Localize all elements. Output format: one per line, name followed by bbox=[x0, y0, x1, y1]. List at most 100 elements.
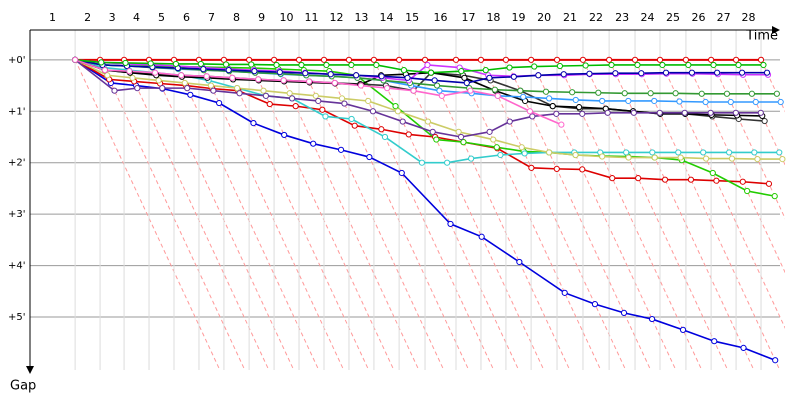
series-point bbox=[625, 154, 632, 161]
series-point bbox=[656, 109, 663, 116]
lap-label: 23 bbox=[615, 11, 629, 24]
series-point bbox=[765, 180, 773, 187]
series-point bbox=[229, 74, 236, 81]
series-point bbox=[126, 68, 133, 75]
series-point bbox=[679, 326, 687, 333]
series-point bbox=[234, 85, 241, 92]
series-point bbox=[688, 69, 696, 76]
series-point bbox=[365, 97, 372, 105]
lap-label: 4 bbox=[133, 11, 140, 24]
lap-label: 1 bbox=[49, 11, 56, 24]
series-point bbox=[623, 149, 630, 156]
series-point bbox=[129, 74, 136, 81]
series-point bbox=[151, 69, 159, 76]
series-point bbox=[452, 56, 460, 63]
series-point bbox=[506, 64, 513, 71]
lap-label: 21 bbox=[563, 11, 577, 24]
lap-label: 22 bbox=[589, 11, 603, 24]
series-point bbox=[635, 175, 642, 182]
series-point bbox=[225, 67, 232, 74]
series-point bbox=[337, 146, 345, 153]
series-point bbox=[672, 90, 679, 97]
series-point bbox=[384, 85, 391, 92]
series-point bbox=[740, 344, 747, 351]
lap-label: 7 bbox=[208, 11, 215, 24]
lap-diagonal bbox=[424, 59, 571, 371]
series-point bbox=[460, 139, 467, 146]
series-point bbox=[546, 149, 553, 156]
series-point bbox=[751, 149, 758, 156]
series-point bbox=[255, 76, 262, 83]
lap-label: 6 bbox=[183, 11, 190, 24]
series-point bbox=[486, 128, 493, 135]
series-point bbox=[410, 87, 417, 94]
series-point bbox=[429, 128, 436, 135]
series-point bbox=[424, 61, 431, 69]
series-point bbox=[159, 85, 166, 92]
series-point bbox=[727, 98, 734, 106]
series-line bbox=[74, 59, 770, 185]
series-point bbox=[609, 175, 616, 182]
lap-label: 24 bbox=[641, 11, 655, 24]
series-point bbox=[260, 87, 267, 94]
series-point bbox=[528, 164, 535, 171]
y-tick-label: +2' bbox=[8, 158, 26, 169]
series-point bbox=[348, 115, 355, 123]
series-point bbox=[676, 98, 683, 105]
series-point bbox=[478, 233, 485, 240]
series-point bbox=[101, 67, 108, 74]
series-point bbox=[315, 97, 322, 105]
series-point bbox=[735, 61, 742, 69]
lap-label: 13 bbox=[354, 11, 368, 24]
series-point bbox=[553, 165, 560, 172]
series-point bbox=[207, 82, 215, 89]
y-axis-label: Gap bbox=[10, 379, 36, 394]
series-point bbox=[405, 131, 412, 138]
series-point bbox=[369, 108, 377, 115]
lap-diagonal bbox=[248, 59, 395, 371]
series-point bbox=[728, 155, 736, 162]
series-point bbox=[651, 154, 658, 161]
series-point bbox=[738, 69, 746, 76]
series-point bbox=[529, 113, 536, 120]
series-point bbox=[421, 56, 429, 63]
series-point bbox=[595, 89, 602, 96]
y-tick-label: +1' bbox=[8, 106, 26, 117]
series-point bbox=[761, 117, 768, 125]
series-point bbox=[351, 122, 358, 129]
series-point bbox=[528, 56, 535, 63]
series-point bbox=[98, 59, 105, 66]
series-point bbox=[579, 56, 587, 63]
series-point bbox=[549, 103, 556, 110]
series-point bbox=[560, 71, 567, 78]
series-point bbox=[599, 97, 606, 105]
series-point bbox=[531, 63, 538, 70]
series-point bbox=[497, 151, 504, 159]
series-point bbox=[772, 357, 779, 364]
series-point bbox=[463, 79, 470, 87]
series-point bbox=[604, 109, 611, 116]
series-point bbox=[516, 258, 523, 266]
lap-diagonal bbox=[455, 59, 602, 371]
series-layer bbox=[72, 56, 786, 364]
series-point bbox=[662, 69, 670, 76]
series-point bbox=[579, 110, 586, 117]
series-point bbox=[418, 159, 426, 166]
series-point bbox=[732, 109, 739, 116]
series-point bbox=[477, 56, 485, 63]
series-point bbox=[181, 79, 188, 87]
series-point bbox=[468, 155, 475, 162]
series-point bbox=[319, 106, 326, 113]
series-point bbox=[276, 69, 283, 76]
series-point bbox=[438, 92, 445, 99]
series-point bbox=[521, 150, 528, 157]
series-point bbox=[178, 72, 185, 79]
lap-label: 2 bbox=[84, 11, 91, 24]
series-point bbox=[381, 133, 389, 141]
series-point bbox=[713, 177, 720, 184]
series-point bbox=[612, 70, 619, 77]
series-point bbox=[433, 136, 440, 143]
series-point bbox=[197, 60, 204, 68]
series-point bbox=[631, 56, 639, 63]
series-point bbox=[648, 315, 656, 323]
